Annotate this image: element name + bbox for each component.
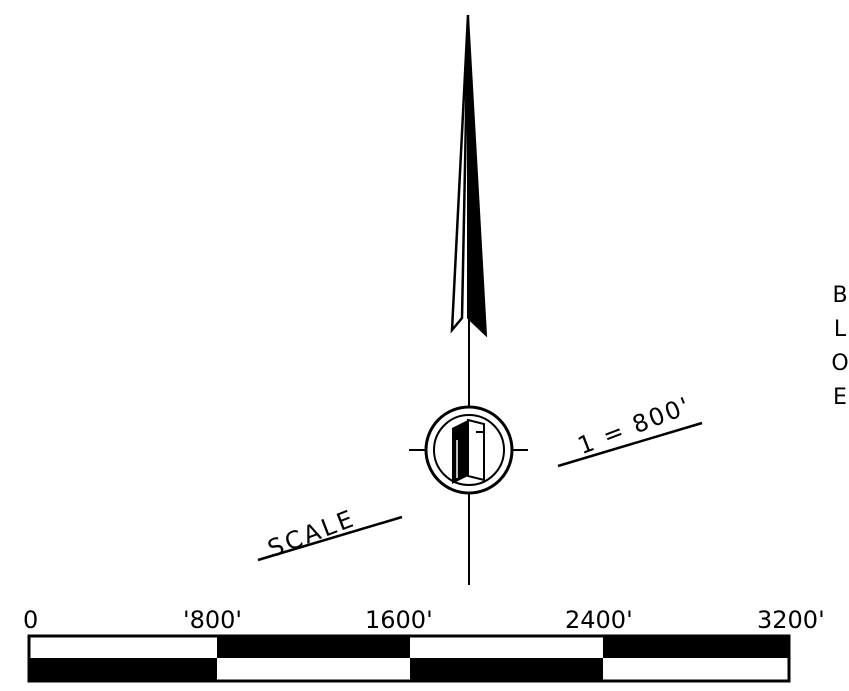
scale-bar-cell bbox=[603, 658, 789, 681]
scale-bar-cell bbox=[29, 636, 217, 658]
scale-tick-label: 3200' bbox=[757, 606, 825, 634]
scale-bar-cell bbox=[410, 636, 603, 658]
scale-bar-outline bbox=[27, 634, 791, 683]
scale-bar-cell bbox=[29, 658, 217, 681]
side-letter: E bbox=[833, 385, 847, 410]
scale-bar-labels: 0 '800' 1600' 2400' 3200' bbox=[23, 606, 825, 634]
scale-bar bbox=[27, 634, 791, 683]
scale-bar-cell bbox=[217, 636, 410, 658]
scale-label-underline bbox=[257, 515, 403, 562]
ratio-label: 1 = 800' bbox=[574, 391, 695, 460]
scale-tick-label: 0 bbox=[23, 606, 38, 634]
north-arrow-icon bbox=[409, 14, 528, 585]
scale-bar-cell bbox=[217, 658, 410, 681]
scale-bar-cell bbox=[603, 636, 789, 658]
side-letter: B bbox=[832, 283, 847, 308]
ratio-label-underline bbox=[557, 421, 703, 468]
side-letter: L bbox=[834, 317, 847, 342]
scale-tick-label: '800' bbox=[183, 606, 242, 634]
scale-bar-cell bbox=[410, 658, 603, 681]
side-letter: O bbox=[831, 351, 848, 376]
scale-tick-label: 2400' bbox=[565, 606, 633, 634]
scale-tick-label: 1600' bbox=[365, 606, 433, 634]
compass-rose-icon bbox=[424, 405, 514, 495]
side-text: B L O E bbox=[831, 283, 848, 410]
